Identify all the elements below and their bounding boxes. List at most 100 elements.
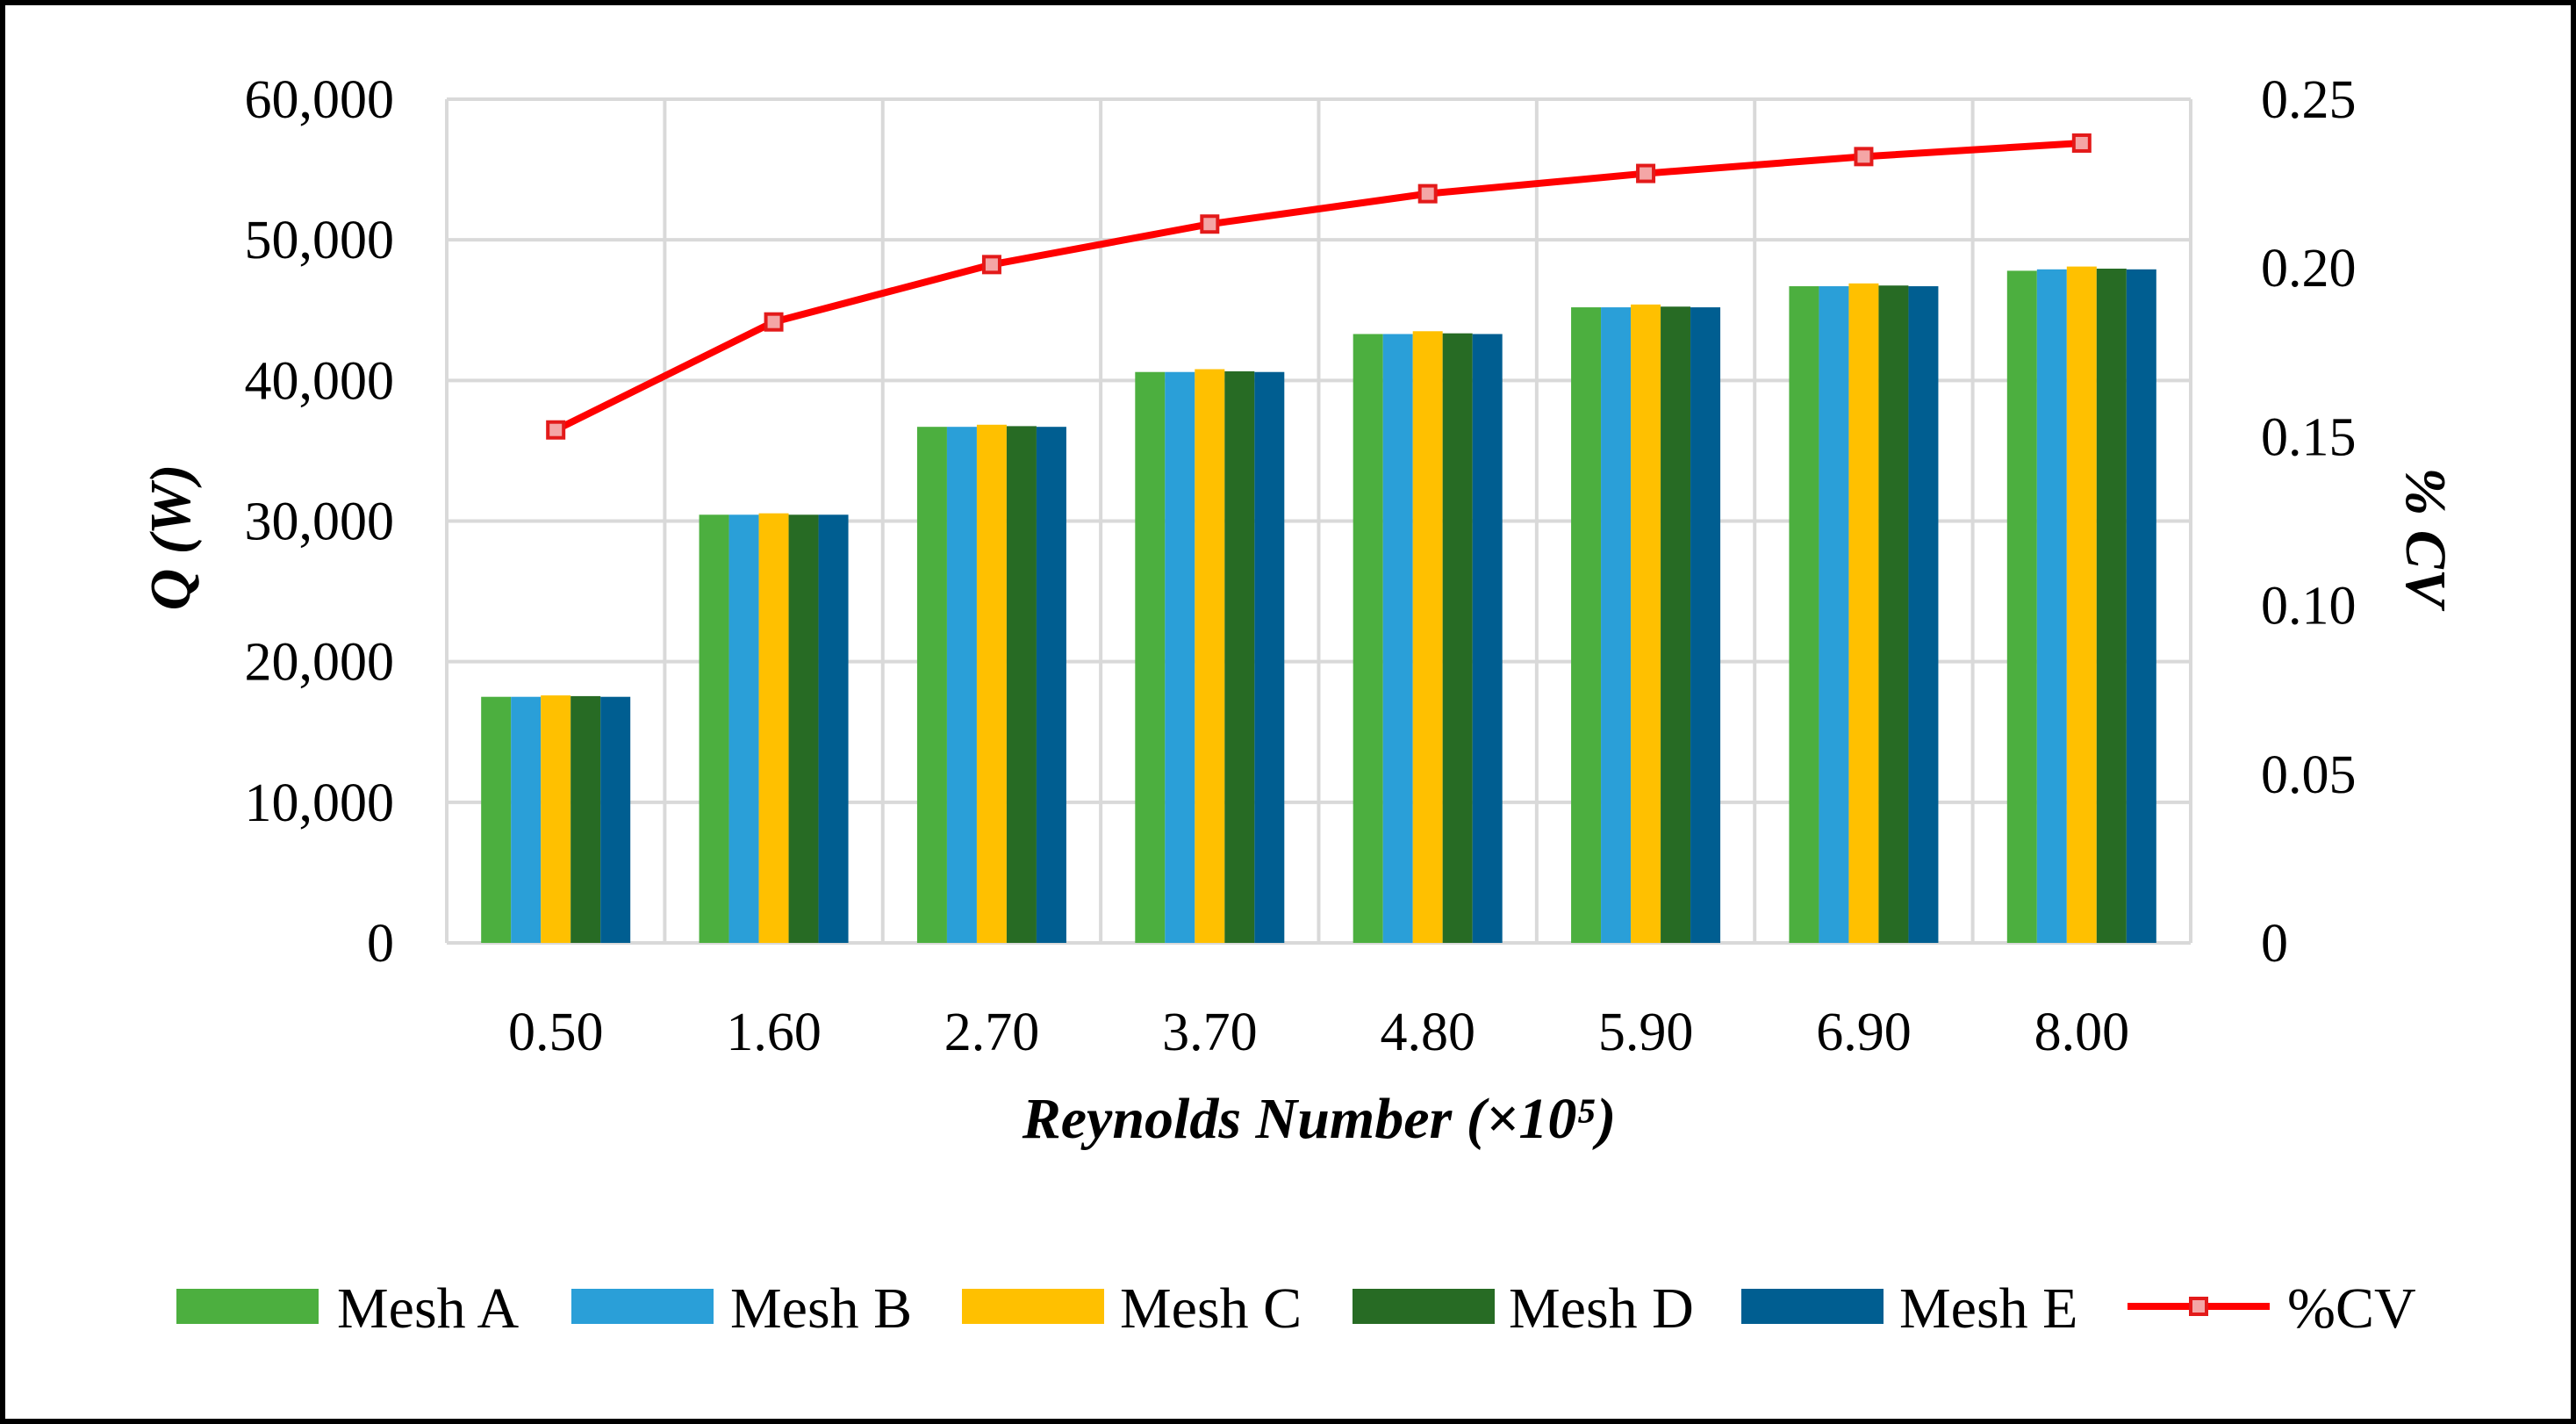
gridlines <box>445 97 2192 945</box>
bar-mesh-c <box>1195 369 1225 943</box>
bar-mesh-e <box>1472 334 1503 943</box>
y2-axis-title: % CV <box>2393 467 2458 612</box>
y-tick-label: 50,000 <box>245 211 395 270</box>
bar-mesh-a <box>1789 286 1819 943</box>
bar-mesh-d <box>2096 269 2127 943</box>
bar-mesh-b <box>1601 307 1632 944</box>
legend-label: Mesh A <box>337 1277 520 1341</box>
bar-mesh-d <box>788 514 819 943</box>
legend-swatch <box>1741 1289 1884 1324</box>
y-tick-label: 30,000 <box>245 493 395 552</box>
y2-tick-label: 0.20 <box>2261 239 2357 298</box>
cv-line <box>554 139 2083 434</box>
bar-mesh-a <box>2006 270 2037 943</box>
bar-mesh-e <box>818 514 849 943</box>
y2-tick-label: 0 <box>2261 914 2288 974</box>
cv-point <box>1854 147 1874 167</box>
bar-mesh-b <box>511 696 542 943</box>
cv-point <box>1200 214 1220 234</box>
x-tick-label: 2.70 <box>944 1003 1040 1062</box>
bar-mesh-d <box>1006 426 1037 943</box>
cv-point <box>1417 183 1438 204</box>
legend-swatch <box>962 1289 1104 1324</box>
y-tick-label: 40,000 <box>245 351 395 411</box>
legend-item-mesh-a: Mesh A <box>176 1277 520 1341</box>
bar-mesh-a <box>481 696 512 943</box>
legend-item-mesh-e: Mesh E <box>1741 1277 2077 1341</box>
bar-mesh-e <box>1254 371 1285 943</box>
bar-mesh-b <box>1819 286 1849 943</box>
bar-mesh-d <box>1878 285 1909 943</box>
x-tick-label: 0.50 <box>508 1003 604 1062</box>
bar-mesh-c <box>758 513 789 943</box>
cv-line-group <box>546 133 2092 440</box>
legend-item-mesh-b: Mesh B <box>571 1277 912 1341</box>
legend-marker <box>2189 1297 2208 1316</box>
bar-mesh-d <box>1224 370 1255 943</box>
legend-item--cv: %CV <box>2128 1277 2416 1341</box>
legend-label: Mesh B <box>730 1277 912 1341</box>
cv-point <box>1636 163 1656 183</box>
x-tick-label: 1.60 <box>726 1003 822 1062</box>
cv-point <box>764 312 784 332</box>
y-axis-ticks: 0 10,000 20,000 30,000 40,000 50,000 60,000 <box>245 70 395 974</box>
bar-mesh-a <box>1353 334 1383 943</box>
legend-label: Mesh E <box>1899 1277 2077 1341</box>
cv-point <box>546 420 566 440</box>
bar-mesh-c <box>2066 266 2097 943</box>
legend-label: %CV <box>2287 1277 2416 1341</box>
bar-mesh-a <box>699 514 729 943</box>
bar-mesh-e <box>1690 307 1721 944</box>
legend-label: Mesh D <box>1509 1277 1694 1341</box>
bar-mesh-e <box>2126 269 2156 944</box>
bar-mesh-b <box>946 427 977 943</box>
x-axis-title: Reynolds Number (×10⁵) <box>1022 1087 1617 1151</box>
bar-mesh-d <box>1442 333 1473 943</box>
y-axis-title: Q (W) <box>139 464 203 611</box>
legend-label: Mesh C <box>1120 1277 1302 1341</box>
cv-point <box>2071 133 2092 153</box>
bar-mesh-a <box>1571 307 1602 944</box>
y2-tick-label: 0.10 <box>2261 577 2357 636</box>
y2-tick-label: 0.25 <box>2261 70 2357 130</box>
legend-item-mesh-d: Mesh D <box>1353 1277 1694 1341</box>
bar-mesh-b <box>1382 334 1413 943</box>
bar-mesh-c <box>1631 304 1661 943</box>
y2-tick-label: 0.05 <box>2261 745 2357 805</box>
cv-point <box>981 255 1001 275</box>
bar-mesh-a <box>1135 371 1166 943</box>
x-tick-label: 5.90 <box>1598 1003 1694 1062</box>
bar-mesh-e <box>1036 427 1066 943</box>
y2-axis-ticks: 0 0.05 0.10 0.15 0.20 0.25 <box>2261 70 2357 974</box>
bar-mesh-b <box>2036 269 2067 944</box>
bars <box>481 266 2156 944</box>
bar-mesh-e <box>600 696 631 943</box>
x-tick-label: 3.70 <box>1162 1003 1258 1062</box>
bar-mesh-c <box>541 695 571 943</box>
bar-mesh-c <box>1412 331 1443 943</box>
legend-swatch <box>1353 1289 1495 1324</box>
y-tick-label: 0 <box>367 914 394 974</box>
x-tick-label: 6.90 <box>1816 1003 1912 1062</box>
bar-mesh-d <box>570 695 601 943</box>
bar-mesh-c <box>976 424 1007 943</box>
y2-tick-label: 0.15 <box>2261 407 2357 467</box>
y-tick-label: 60,000 <box>245 70 395 130</box>
legend-item-mesh-c: Mesh C <box>962 1277 1302 1341</box>
legend: Mesh A Mesh B Mesh C Mesh D Mesh E %CV <box>176 1277 2416 1341</box>
y-tick-label: 10,000 <box>245 773 395 833</box>
bar-mesh-c <box>1848 283 1879 943</box>
x-tick-label: 8.00 <box>2034 1003 2130 1062</box>
bar-mesh-e <box>1908 286 1939 943</box>
legend-swatch <box>571 1289 714 1324</box>
bar-mesh-b <box>728 514 759 943</box>
y-tick-label: 20,000 <box>245 633 395 693</box>
legend-swatch <box>176 1289 319 1324</box>
x-tick-label: 4.80 <box>1380 1003 1475 1062</box>
x-axis-ticks: 0.50 1.60 2.70 3.70 4.80 5.90 6.90 8.00 <box>508 1003 2129 1062</box>
bar-mesh-a <box>916 427 947 943</box>
bar-mesh-b <box>1165 371 1195 943</box>
bar-mesh-d <box>1661 306 1691 943</box>
